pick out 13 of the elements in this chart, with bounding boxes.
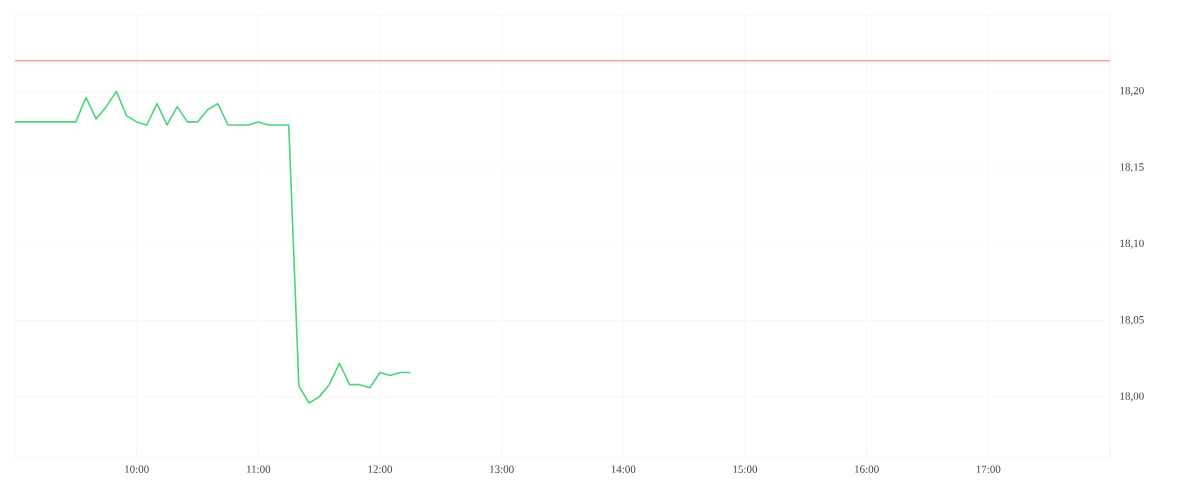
y-tick-label: 18,00 xyxy=(1120,392,1144,402)
y-tick-label: 18,05 xyxy=(1120,316,1144,326)
x-tick-label: 10:00 xyxy=(125,465,149,473)
x-tick-label: 17:00 xyxy=(976,465,1001,473)
x-tick-label: 15:00 xyxy=(733,465,758,473)
x-tick-label: 14:00 xyxy=(611,465,636,473)
y-tick-label: 18,10 xyxy=(1120,239,1144,249)
x-tick-label: 11:00 xyxy=(246,465,271,473)
x-tick-label: 16:00 xyxy=(855,465,879,473)
x-tick-label: 13:00 xyxy=(490,465,514,473)
y-tick-label: 18,15 xyxy=(1120,163,1144,173)
x-tick-label: 12:00 xyxy=(368,465,393,473)
y-tick-label: 18,20 xyxy=(1120,86,1144,96)
